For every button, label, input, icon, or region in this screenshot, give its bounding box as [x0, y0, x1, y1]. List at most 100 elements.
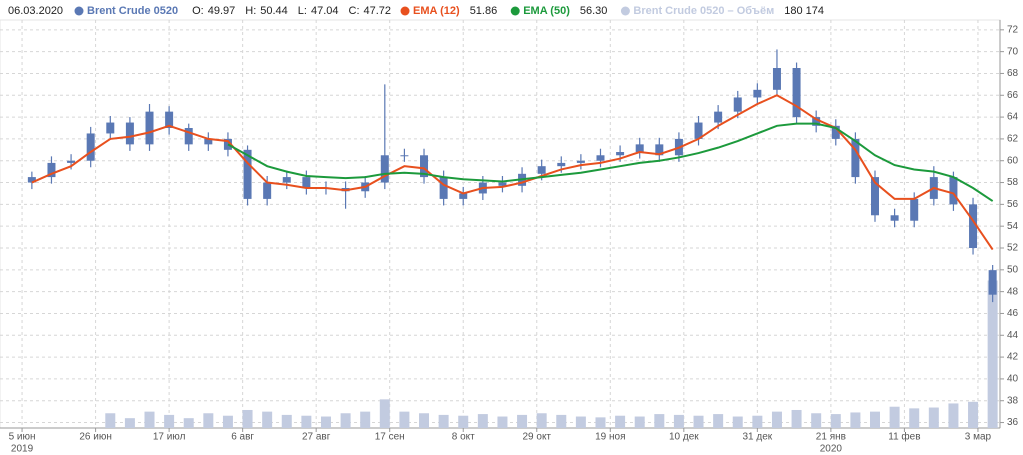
- volume-bar: [928, 407, 939, 428]
- x-tick-label: 5 июн: [9, 432, 36, 443]
- volume-bar: [673, 414, 684, 428]
- candle-body: [871, 177, 879, 216]
- candle-body: [459, 193, 468, 199]
- candle-body: [576, 160, 585, 163]
- x-tick-label: 31 дек: [743, 432, 773, 443]
- volume-bar: [693, 415, 704, 428]
- volume-bar: [713, 414, 724, 428]
- candle-body: [184, 128, 193, 145]
- volume-bar: [262, 411, 273, 428]
- volume-bar: [889, 406, 900, 428]
- candle-body: [635, 144, 644, 152]
- y-tick-label: 46: [1007, 308, 1019, 319]
- candle-body: [27, 177, 36, 183]
- candle-body: [165, 111, 174, 128]
- ema-line: [227, 122, 994, 202]
- candle-body: [949, 177, 958, 205]
- volume-bar: [242, 409, 253, 428]
- volume-bar: [497, 416, 508, 428]
- candle-body: [106, 122, 115, 134]
- volume-bar: [419, 413, 430, 428]
- candle-body: [47, 162, 56, 178]
- ohlc-label: H:: [245, 5, 256, 17]
- volume-bar: [654, 414, 665, 428]
- y-tick-label: 62: [1007, 134, 1019, 145]
- volume-bar: [203, 413, 214, 428]
- volume-bar: [615, 415, 626, 428]
- ohlc-value: 49.97: [208, 5, 236, 17]
- x-tick-label: 17 июл: [153, 432, 186, 443]
- volume-bar: [360, 411, 371, 428]
- volume-bar: [870, 411, 880, 428]
- volume-bar: [438, 414, 449, 428]
- volume-bar: [732, 416, 743, 428]
- volume-bar: [379, 399, 390, 428]
- x-tick-label: 26 июн: [79, 432, 112, 443]
- volume-bar: [968, 401, 979, 428]
- x-year-label: 2019: [11, 444, 34, 455]
- candle-body: [733, 97, 742, 112]
- candle-body: [714, 111, 723, 123]
- x-tick-label: 11 фев: [888, 431, 920, 443]
- y-tick-label: 56: [1007, 199, 1019, 210]
- volume-bar: [517, 414, 528, 428]
- candle-body: [439, 177, 448, 199]
- volume-bar: [791, 409, 802, 428]
- volume-bar: [909, 408, 920, 428]
- candle-body: [596, 155, 605, 161]
- volume-bar: [811, 413, 822, 428]
- x-year-label: 2020: [820, 444, 843, 455]
- y-tick-label: 40: [1007, 374, 1019, 385]
- volume-bar: [164, 414, 175, 428]
- volume-bar: [536, 413, 547, 428]
- x-tick-label: 17 сен: [375, 432, 405, 443]
- candle-body: [282, 177, 291, 183]
- candle-body: [851, 138, 860, 178]
- y-tick-label: 48: [1007, 286, 1019, 297]
- volume-bar: [948, 403, 959, 428]
- candle-body: [910, 198, 919, 221]
- volume-bar: [987, 280, 998, 428]
- x-tick-label: 8 окт: [452, 432, 475, 443]
- x-tick-label: 21 янв: [816, 432, 846, 443]
- x-tick-label: 29 окт: [522, 432, 551, 443]
- candle-body: [988, 270, 997, 295]
- candle-body: [812, 117, 821, 126]
- x-tick-label: 10 дек: [669, 432, 699, 443]
- volume-bar: [771, 411, 782, 428]
- header-date: 06.03.2020: [8, 5, 63, 17]
- volume-bar: [340, 413, 351, 428]
- y-tick-label: 72: [1007, 24, 1019, 35]
- y-tick-label: 52: [1007, 243, 1019, 254]
- x-tick-label: 27 авг: [302, 432, 331, 443]
- legend-value: 56.30: [580, 5, 608, 17]
- candle-body: [831, 125, 840, 139]
- candle-body: [890, 215, 899, 221]
- legend-value: 51.86: [470, 5, 498, 17]
- candle-body: [557, 162, 566, 167]
- candle-body: [400, 155, 409, 157]
- candle-body: [125, 122, 134, 145]
- candle-body: [302, 177, 311, 188]
- volume-bar: [595, 417, 606, 428]
- y-tick-label: 50: [1007, 264, 1019, 275]
- x-tick-label: 3 мар: [965, 432, 992, 443]
- candle-body: [380, 155, 389, 183]
- legend-marker: [510, 6, 520, 16]
- volume-bar: [281, 414, 292, 428]
- volume-bar: [320, 416, 331, 428]
- legend-marker: [74, 6, 84, 16]
- y-tick-label: 36: [1007, 417, 1019, 428]
- ohlc-value: 50.44: [260, 5, 288, 17]
- y-tick-label: 44: [1007, 330, 1019, 341]
- legend-name: EMA (12): [413, 5, 460, 17]
- candle-body: [969, 204, 978, 248]
- volume-bar: [124, 418, 135, 428]
- x-tick-label: 19 ноя: [595, 432, 625, 443]
- y-tick-label: 38: [1007, 395, 1019, 406]
- volume-bar: [458, 415, 469, 428]
- volume-bar: [634, 416, 645, 428]
- candle-body: [655, 144, 664, 156]
- candle-body: [86, 133, 95, 161]
